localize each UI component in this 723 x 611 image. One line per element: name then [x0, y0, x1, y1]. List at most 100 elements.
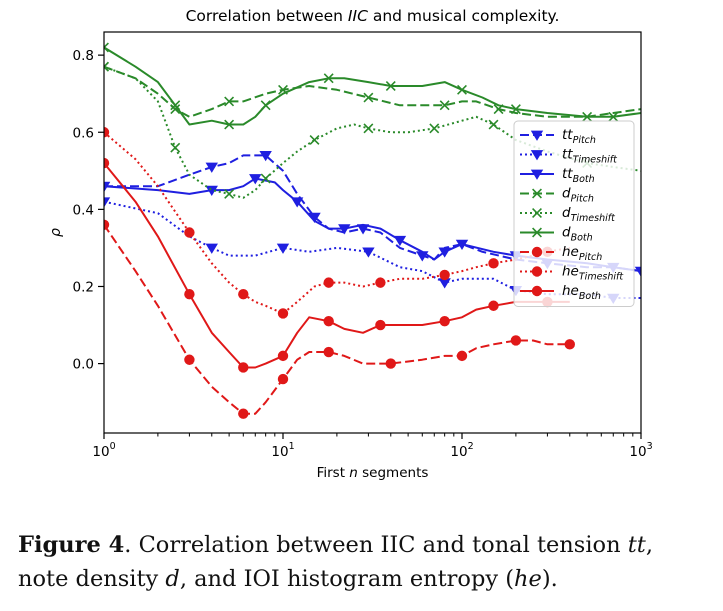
data-point: [375, 277, 386, 288]
data-point: [224, 188, 235, 199]
legend-marker: [532, 208, 542, 218]
data-point: [170, 104, 181, 115]
data-point: [488, 300, 499, 311]
legend-item-d_Both: dBoth: [520, 225, 593, 244]
data-point: [375, 319, 386, 331]
data-point: [323, 346, 334, 358]
data-point: [224, 119, 235, 130]
data-point: [104, 61, 109, 72]
legend-item-tt_Pitch: ttPitch: [520, 127, 596, 146]
legend-item-he_Timeshift: heTimeshift: [520, 264, 624, 283]
y-tick-label: 0.8: [73, 48, 94, 64]
data-point: [260, 100, 271, 111]
data-point: [393, 235, 407, 247]
legend-marker: [531, 246, 543, 258]
data-point: [362, 247, 375, 258]
data-point: [205, 185, 218, 196]
legend-label: dBoth: [562, 225, 593, 244]
data-point: [488, 258, 499, 269]
caption-part-4: note density: [18, 566, 166, 592]
plot-area: [104, 42, 641, 419]
caption-part-7: he: [514, 566, 542, 592]
caption-part-1: tt: [627, 532, 646, 558]
legend-marker: [530, 130, 544, 141]
x-axis-label: First n segments: [317, 465, 429, 481]
legend-marker: [531, 266, 543, 277]
data-point: [277, 373, 289, 385]
data-point: [439, 100, 450, 111]
data-point: [249, 174, 262, 185]
data-point: [238, 288, 249, 300]
chart-title: Correlation between IIC and musical comp…: [186, 7, 560, 25]
legend-marker: [531, 285, 543, 297]
data-point: [205, 162, 218, 173]
caption-part-0: . Correlation between IIC and tonal tens…: [124, 532, 628, 558]
series-line: [104, 46, 641, 126]
series-line: [104, 65, 641, 118]
data-point: [184, 288, 195, 300]
data-point: [385, 358, 396, 369]
series-he_Both: [104, 157, 570, 373]
data-point: [104, 181, 111, 193]
data-point: [170, 142, 181, 153]
data-point: [438, 278, 451, 289]
data-point: [323, 315, 334, 327]
data-point: [438, 247, 451, 258]
data-point: [290, 197, 304, 208]
data-point: [238, 362, 249, 373]
data-point: [634, 266, 641, 277]
x-tick-label: 100: [92, 441, 115, 460]
legend-item-tt_Both: ttBoth: [520, 166, 595, 185]
data-point: [309, 134, 320, 145]
data-point: [260, 173, 271, 184]
data-point: [276, 243, 290, 254]
legend-label: hePitch: [562, 244, 602, 263]
x-tick-label: 101: [271, 441, 294, 460]
data-point: [104, 197, 111, 208]
legend-label: dTimeshift: [562, 205, 616, 224]
data-point: [104, 219, 110, 230]
legend-item-he_Pitch: hePitch: [520, 244, 602, 263]
data-point: [564, 339, 575, 350]
data-point: [170, 100, 181, 111]
legend-frame: [513, 120, 635, 307]
data-point: [385, 81, 396, 91]
legend-item-tt_Timeshift: ttTimeshift: [520, 147, 618, 166]
data-point: [224, 96, 235, 107]
y-tick-label: 0.4: [73, 202, 94, 218]
legend-marker: [530, 169, 544, 180]
series-d_Both: [104, 42, 641, 130]
caption-part-6: , and IOI histogram entropy (: [179, 566, 515, 592]
series-he_Pitch: [104, 219, 575, 419]
series-line: [104, 162, 570, 369]
legend-label: heTimeshift: [562, 264, 624, 283]
legend-label: ttTimeshift: [562, 147, 618, 166]
series-line: [104, 131, 570, 315]
caption-label: Figure 4: [18, 532, 125, 558]
data-point: [456, 350, 468, 362]
data-point: [457, 84, 467, 95]
caption-part-2: ,: [645, 532, 653, 558]
y-axis-label: ρ: [48, 228, 64, 237]
y-tick-label: 0.0: [73, 357, 94, 373]
caption-part-5: d: [165, 566, 180, 592]
data-point: [323, 73, 334, 84]
legend: ttPitchttTimeshiftttBothdPitchdTimeshift…: [513, 120, 635, 307]
data-point: [439, 269, 450, 281]
data-point: [338, 224, 351, 235]
axes-frame: [103, 31, 642, 434]
data-point: [363, 123, 374, 134]
data-point: [356, 224, 370, 235]
legend-item-d_Timeshift: dTimeshift: [520, 205, 616, 224]
data-point: [608, 111, 619, 122]
data-point: [104, 42, 109, 53]
x-tick-label: 102: [450, 441, 473, 460]
data-point: [488, 119, 499, 130]
x-tick-label: 103: [629, 441, 652, 460]
series-d_Timeshift: [104, 61, 641, 199]
data-point: [184, 354, 195, 365]
figure-caption: Figure 4. Correlation between IIC and to…: [18, 528, 718, 596]
data-point: [510, 335, 522, 346]
chart: Correlation between IIC and musical comp…: [48, 7, 653, 481]
data-point: [104, 127, 110, 138]
